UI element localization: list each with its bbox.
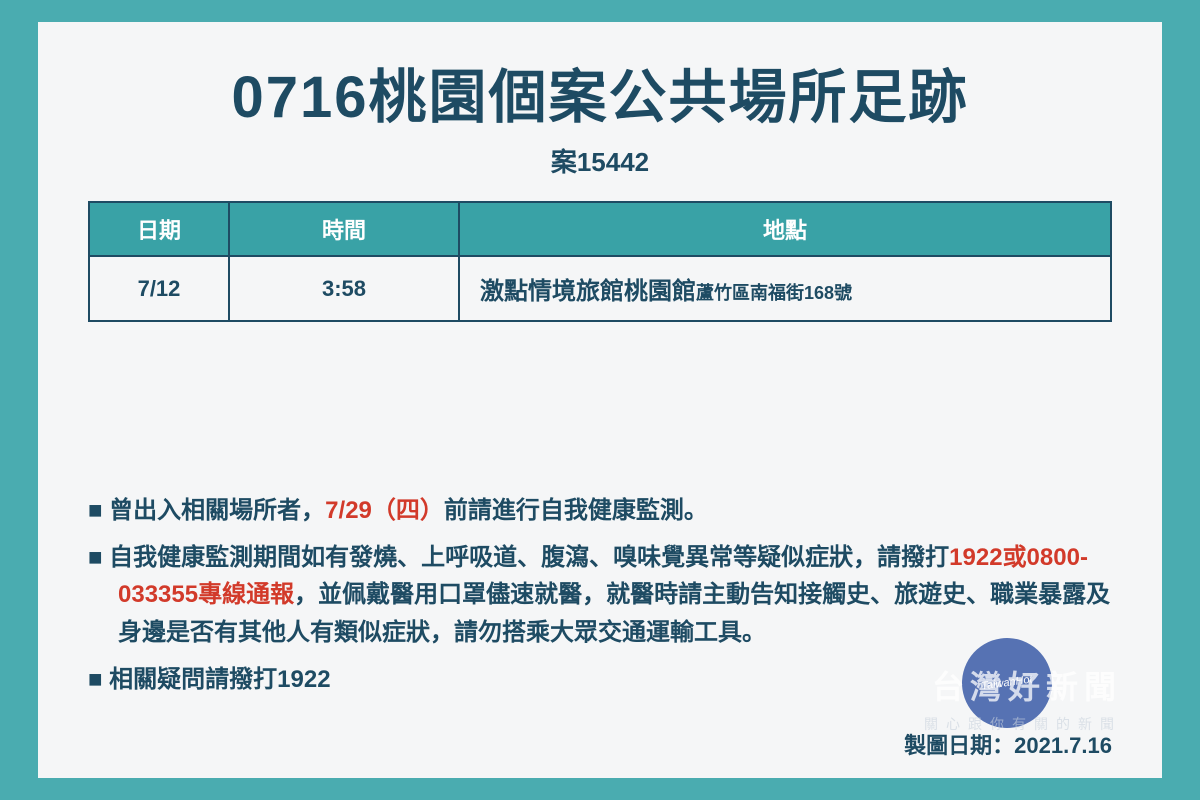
note-text: 自我健康監測期間如有發燒、上呼吸道、腹瀉、嗅味覺異常等疑似症狀，請撥打 (109, 544, 949, 571)
table-row: 7/12 3:58 激點情境旅館桃園館蘆竹區南福街168號 (89, 256, 1111, 321)
col-header-time: 時間 (229, 202, 459, 256)
note-text: 前請進行自我健康監測。 (444, 497, 708, 524)
cell-date: 7/12 (89, 256, 229, 321)
note-item: 曾出入相關場所者，7/29（四）前請進行自我健康監測。 (88, 492, 1112, 529)
note-item: 自我健康監測期間如有發燒、上呼吸道、腹瀉、嗅味覺異常等疑似症狀，請撥打1922或… (88, 539, 1112, 651)
footprint-table: 日期 時間 地點 7/12 3:58 激點情境旅館桃園館蘆竹區南福街168號 (88, 201, 1112, 322)
note-highlight: 7/29（四） (325, 497, 444, 524)
note-text: 曾出入相關場所者， (109, 497, 325, 524)
content-panel: 0716桃園個案公共場所足跡 案15442 日期 時間 地點 7/12 3:58… (38, 22, 1162, 778)
watermark-overlay: 台灣好新聞 (932, 662, 1122, 708)
note-text: 相關疑問請撥打1922 (109, 666, 330, 693)
case-number: 案15442 (88, 142, 1112, 179)
location-sub: 蘆竹區南福街168號 (696, 283, 852, 303)
watermark-sub: 關心跟你有關的新聞 (924, 714, 1122, 734)
table-header-row: 日期 時間 地點 (89, 202, 1111, 256)
cell-time: 3:58 (229, 256, 459, 321)
col-header-location: 地點 (459, 202, 1111, 256)
location-main: 激點情境旅館桃園館 (480, 278, 696, 305)
cell-location: 激點情境旅館桃園館蘆竹區南福街168號 (459, 256, 1111, 321)
page-title: 0716桃園個案公共場所足跡 (88, 50, 1112, 134)
col-header-date: 日期 (89, 202, 229, 256)
